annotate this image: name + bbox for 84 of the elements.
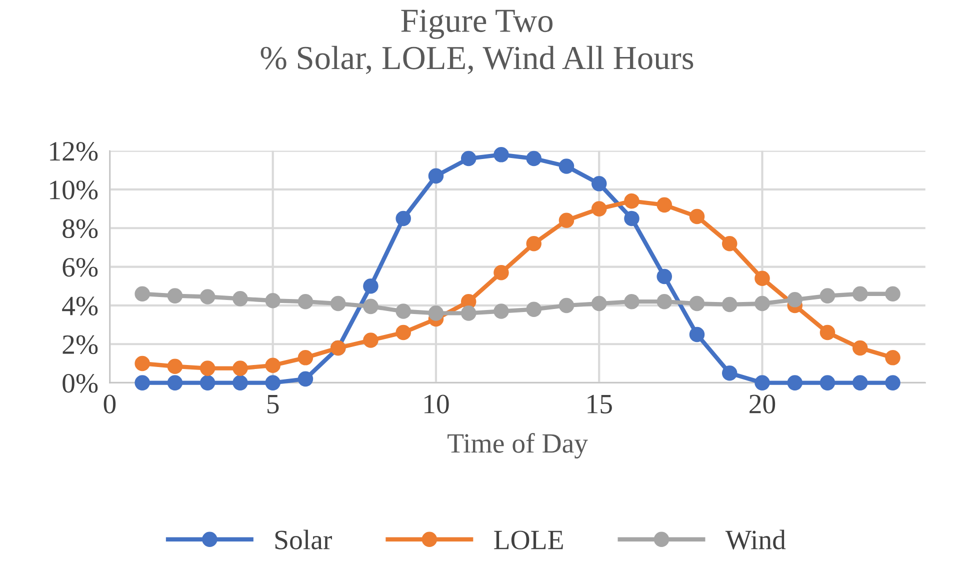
point: [558, 158, 574, 174]
point: [820, 375, 836, 390]
point: [134, 286, 150, 302]
point: [298, 371, 314, 387]
point: [232, 360, 248, 376]
point: [494, 304, 509, 319]
point: [558, 298, 574, 314]
point: [167, 375, 183, 390]
y-tick-label: 4%: [62, 296, 98, 316]
point: [591, 201, 607, 216]
x-tick-label: 0: [104, 394, 116, 414]
x-tick-label: 15: [588, 394, 612, 414]
point: [591, 176, 607, 192]
point: [787, 292, 803, 308]
point: [624, 294, 640, 310]
point: [200, 375, 216, 390]
point: [787, 375, 803, 390]
point: [558, 212, 574, 228]
point: [722, 296, 738, 312]
y-tick-label: 10%: [50, 180, 98, 200]
point: [754, 375, 770, 390]
point: [624, 210, 640, 226]
point: [494, 264, 509, 280]
point: [885, 375, 900, 390]
point: [722, 365, 738, 381]
y-tick-label: 0%: [62, 374, 98, 393]
point: [526, 236, 542, 252]
legend-label: Wind: [725, 530, 786, 550]
point: [134, 375, 150, 390]
legend-label: Solar: [275, 530, 332, 550]
point: [265, 375, 280, 390]
point: [656, 268, 672, 284]
point: [265, 358, 280, 374]
point: [885, 286, 900, 302]
point: [460, 306, 476, 321]
point: [820, 324, 836, 340]
chart-title: Figure Two % Solar, LOLE, Wind All Hours: [260, 10, 694, 74]
point: [820, 288, 836, 304]
point: [167, 288, 183, 304]
point: [363, 332, 378, 348]
point: [167, 358, 183, 374]
point: [428, 306, 444, 321]
x-axis-title: Time of Day: [448, 432, 588, 459]
point: [754, 296, 770, 312]
point: [852, 286, 868, 302]
point: [298, 294, 314, 310]
point: [689, 208, 705, 224]
point: [494, 147, 509, 162]
point: [298, 350, 314, 366]
point: [526, 150, 542, 166]
point: [200, 289, 216, 304]
x-tick-label: 10: [424, 394, 449, 414]
point: [363, 298, 378, 314]
point: [656, 197, 672, 213]
x-tick-label: 5: [268, 394, 279, 414]
point: [265, 292, 280, 308]
point: [200, 360, 216, 376]
point: [624, 193, 640, 209]
point: [134, 356, 150, 372]
point: [885, 350, 900, 366]
point: [689, 326, 705, 342]
point: [852, 340, 868, 356]
y-tick-label: 12%: [50, 142, 98, 161]
point: [722, 236, 738, 252]
point: [689, 296, 705, 312]
y-tick-label: 6%: [62, 258, 98, 277]
point: [852, 375, 868, 390]
point: [460, 150, 476, 166]
point: [330, 296, 346, 312]
point: [363, 278, 378, 294]
point: [232, 375, 248, 390]
point: [591, 296, 607, 312]
point: [754, 270, 770, 286]
y-tick-label: 8%: [62, 219, 98, 238]
point: [526, 302, 542, 317]
point: [656, 294, 672, 310]
point: [396, 210, 411, 226]
y-tick-label: 2%: [62, 335, 98, 354]
point: [396, 324, 411, 340]
legend-label: LOLE: [494, 530, 563, 550]
point: [428, 168, 444, 184]
x-tick-label: 20: [750, 394, 776, 414]
point: [232, 291, 248, 306]
point: [396, 304, 411, 319]
